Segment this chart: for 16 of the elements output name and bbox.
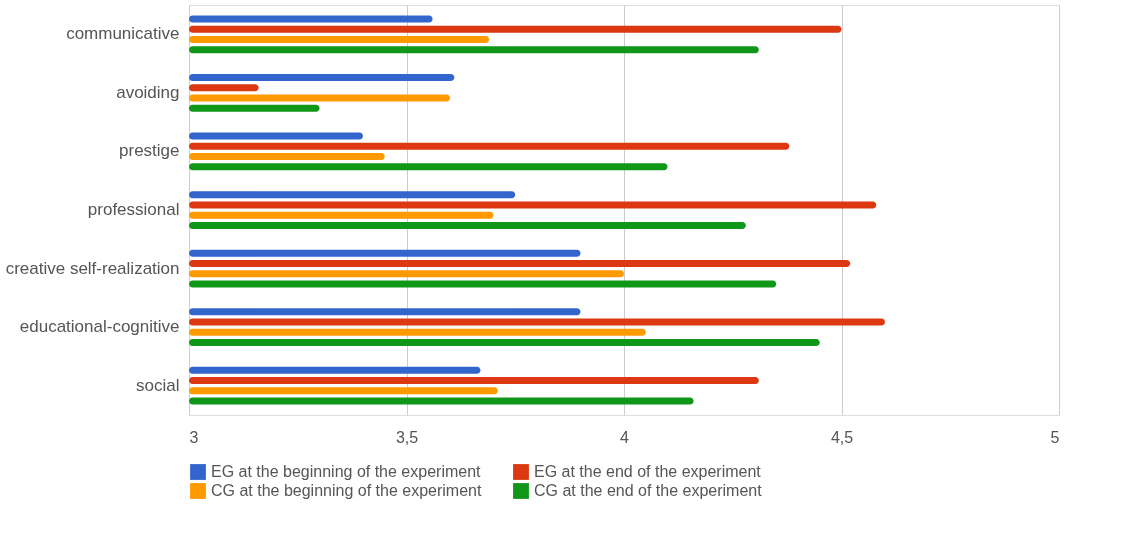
legend-label: EG at the beginning of the experiment	[211, 463, 482, 480]
y-tick-label: professional	[87, 200, 180, 219]
y-tick-label: prestige	[119, 141, 180, 161]
y-tick-label: educational-cognitive	[19, 317, 180, 337]
y-tick-label: communicative	[66, 24, 180, 44]
legend-label: CG at the end of the experiment	[534, 482, 763, 499]
x-tick-label: 4,5	[830, 428, 854, 446]
x-tick-label: 3	[189, 428, 199, 446]
legend-label: EG at the end of the experiment	[534, 463, 762, 480]
legend-label: CG at the beginning of the experiment	[211, 482, 482, 499]
x-tick-label: 5	[1050, 428, 1060, 446]
y-tick-label: social	[136, 375, 180, 395]
x-tick-label: 4	[620, 428, 630, 446]
x-tick-label: 3,5	[395, 428, 419, 446]
y-tick-label: avoiding	[116, 82, 180, 102]
y-tick-label: creative self-realization	[5, 258, 180, 278]
